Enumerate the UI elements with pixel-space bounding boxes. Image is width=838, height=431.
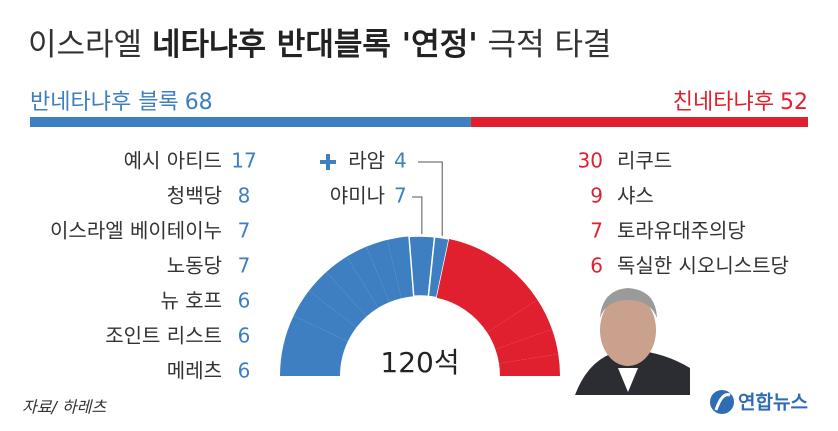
ring-segment [326, 256, 379, 317]
party-name: 노동당 [167, 254, 222, 278]
logo: 연합뉴스 [738, 392, 808, 414]
party-seats: 17 [231, 149, 256, 173]
party-seats: 6 [238, 289, 251, 313]
party-name: 청백당 [167, 184, 222, 208]
party-name: 독실한 시오니스트당 [617, 254, 789, 278]
ring-segment [308, 271, 367, 328]
bloc-name: 친네타냐후 [673, 90, 774, 115]
ring-segment [387, 236, 414, 299]
ring-segment [280, 315, 348, 376]
leader-line [412, 196, 423, 235]
party-name: 조인트 리스트 [105, 324, 222, 348]
party-name: 토라유대주의당 [617, 219, 746, 243]
callout-name: 라암 [348, 149, 385, 173]
title-part: 네타냐후 반대블록 '연정' [152, 27, 478, 63]
party-name: 메레츠 [167, 359, 222, 383]
party-seats: 9 [590, 184, 603, 208]
callout-name: 야미나 [330, 184, 385, 208]
ring-segment [346, 246, 390, 308]
party-seats: 7 [238, 254, 251, 278]
bloc-value: 52 [780, 90, 808, 115]
callout-seats: 4 [394, 149, 407, 173]
logo-icon [710, 390, 734, 414]
ring-segment [495, 329, 559, 364]
portrait [575, 288, 690, 395]
chart-title: 이스라엘 네타냐후 반대블록 '연정' 극적 타결 [28, 27, 612, 63]
bloc-value: 68 [185, 90, 213, 115]
party-seats: 6 [238, 324, 251, 348]
source: 자료/ 하레츠 [22, 398, 107, 417]
title-part: 이스라엘 [28, 27, 152, 63]
party-name: 리쿠드 [617, 149, 672, 173]
ring-segment [499, 354, 560, 376]
ring-segment [366, 239, 402, 303]
party-name: 이스라엘 베이테이누 [50, 219, 222, 243]
ring-segment [436, 239, 538, 333]
bloc-bar [30, 117, 471, 127]
center-label: 120석 [380, 346, 459, 379]
party-seats: 6 [590, 254, 603, 278]
plus-icon [320, 154, 336, 170]
bloc-name: 반네타냐후 블록 [30, 90, 179, 115]
title-part: 극적 타결 [478, 27, 612, 63]
party-seats: 7 [238, 219, 251, 243]
bloc-label: 친네타냐후 52 [673, 90, 808, 115]
bloc-bar [470, 117, 808, 127]
callout-seats: 7 [394, 184, 407, 208]
party-name: 샤스 [617, 184, 654, 208]
bloc-label: 반네타냐후 블록 68 [30, 90, 213, 115]
party-seats: 6 [238, 359, 251, 383]
party-name: 예시 아티드 [124, 149, 222, 173]
party-name: 뉴 호프 [160, 289, 222, 313]
party-seats: 30 [578, 149, 603, 173]
leader-line [418, 161, 443, 236]
ring-segment [487, 299, 552, 350]
ring-segment [293, 290, 357, 342]
party-seats: 7 [590, 219, 603, 243]
party-seats: 8 [238, 184, 251, 208]
